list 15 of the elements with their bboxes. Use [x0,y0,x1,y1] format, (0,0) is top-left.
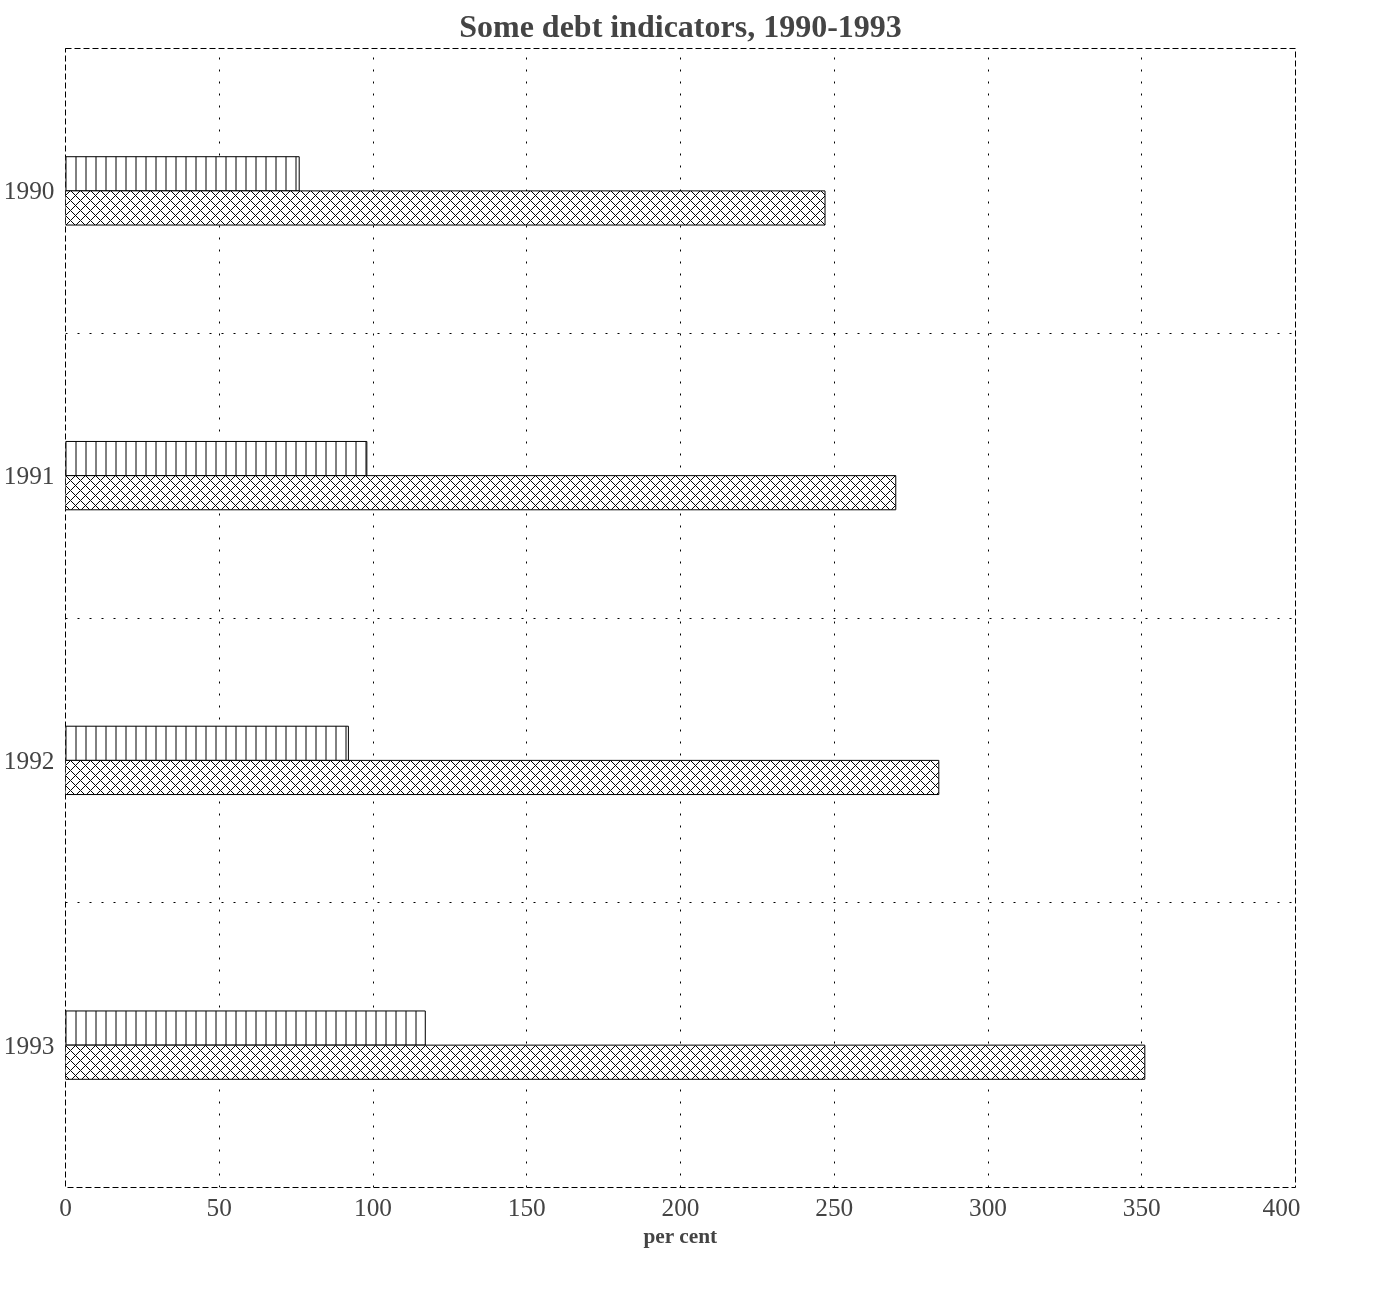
x-tick-label: 0 [59,1192,72,1221]
x-tick-label: 150 [507,1192,546,1221]
x-tick-label: 300 [969,1192,1007,1221]
y-tick-label: 1991 [3,461,55,490]
x-tick-label: 200 [661,1192,700,1221]
y-tick-label: 1990 [3,176,55,205]
x-tick-label: 100 [354,1192,392,1221]
y-tick-label: 1992 [3,745,55,774]
x-tick-label: 250 [815,1192,854,1221]
x-tick-label: 400 [1262,1192,1301,1221]
chart-title: Some debt indicators, 1990-1993 [459,7,902,44]
y-tick-label: 1993 [3,1030,55,1059]
x-tick-label: 50 [206,1192,232,1221]
x-tick-label: 350 [1122,1192,1161,1221]
x-axis-title: per cent [643,1223,719,1248]
